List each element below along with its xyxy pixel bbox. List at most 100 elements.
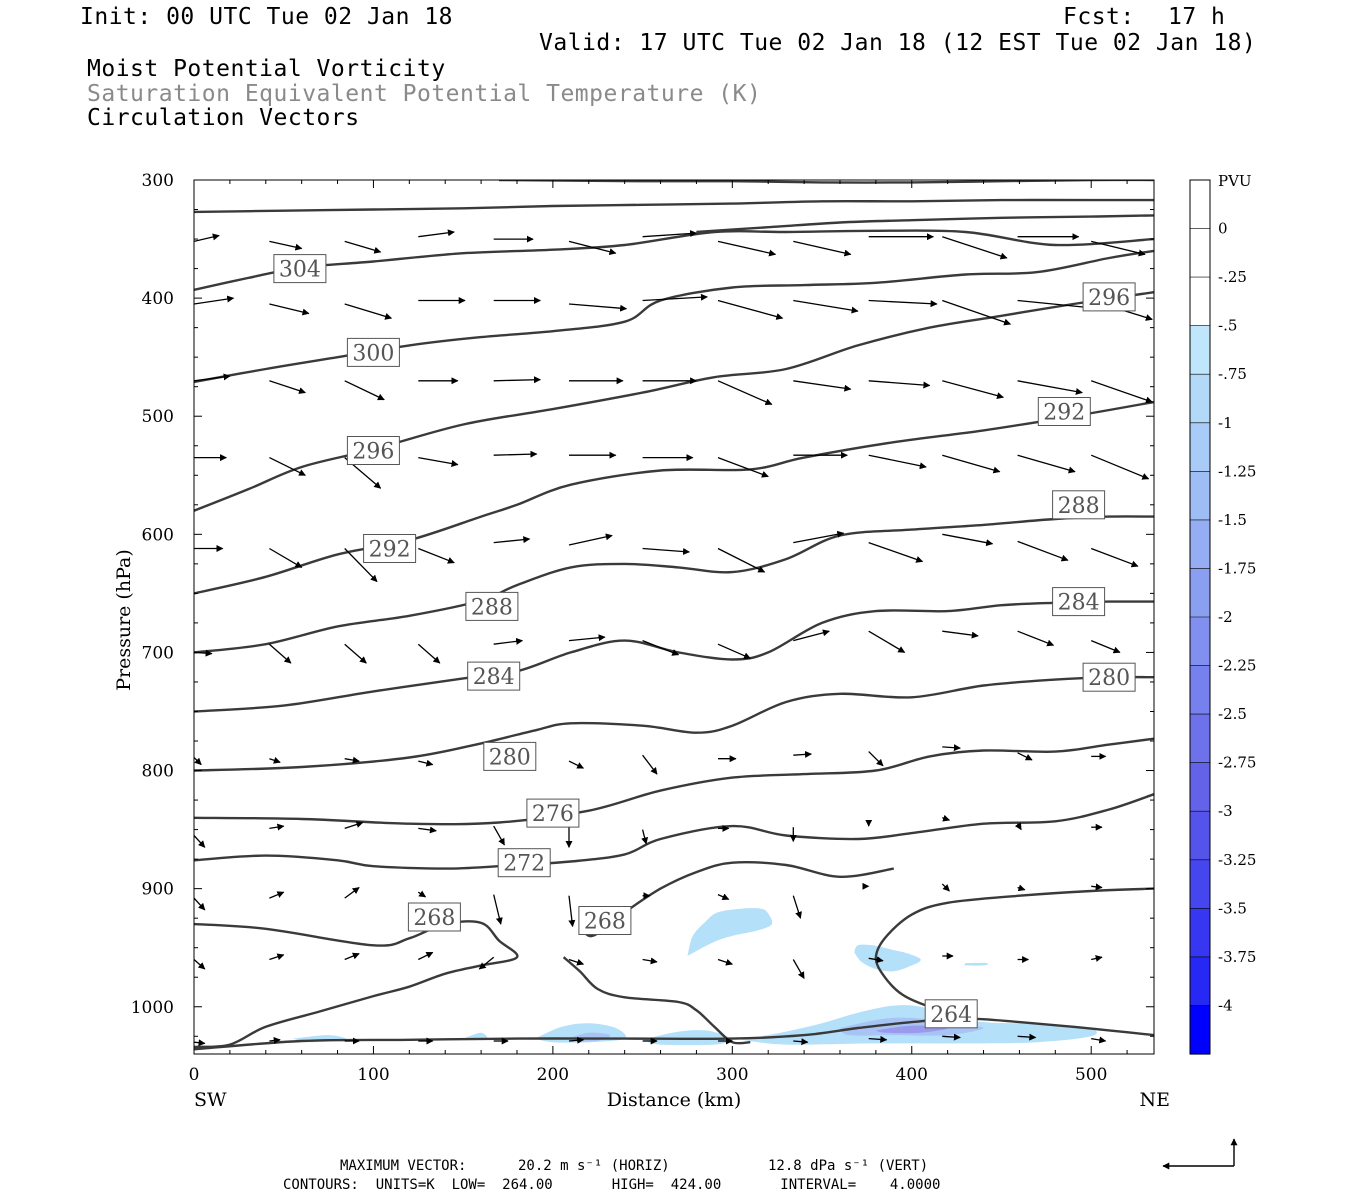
circulation-vector: [493, 825, 505, 846]
circulation-vector: [194, 897, 206, 911]
y-axis-label: Pressure (hPa): [113, 549, 135, 691]
colorbar-swatch: [1190, 859, 1210, 909]
circulation-vector: [269, 756, 281, 764]
contour-line-280: [194, 675, 1154, 772]
circulation-vector: [269, 823, 285, 831]
mpv-region: [854, 944, 921, 972]
circulation-vector: [1017, 540, 1069, 562]
circulation-vector: [1017, 1033, 1037, 1041]
colorbar-tick-label: -.5: [1218, 317, 1237, 335]
circulation-vector: [1091, 955, 1103, 962]
y-tick-label: 300: [142, 171, 174, 191]
circulation-vector: [642, 639, 680, 656]
circulation-vector: [344, 821, 364, 830]
circulation-vector: [1091, 1036, 1107, 1044]
y-tick-label: 600: [142, 525, 174, 545]
contour-labels: 304 300 296 292 288 284 280 276 272 268 268 264 296 2…: [273, 254, 1136, 1029]
contour-label-box: [1037, 397, 1091, 426]
contour-line-288: [194, 515, 1154, 654]
circulation-vector: [642, 293, 708, 302]
circulation-vector: [1090, 380, 1153, 404]
forecast-hour-label: Fcst:: [1063, 4, 1135, 30]
contour-label-text: 292: [1043, 401, 1085, 426]
contour-label: 284: [467, 661, 521, 691]
mpv-region: [687, 908, 773, 956]
contour-label-text: 300: [352, 341, 394, 366]
contour-label-box: [273, 254, 327, 284]
y-tick-label: 400: [142, 289, 174, 309]
contour-line-316: [696, 214, 1154, 234]
contour-label-box: [1082, 282, 1136, 312]
circulation-vector: [194, 373, 231, 382]
colorbar-swatch: [1190, 519, 1210, 570]
contour-line-264: [194, 1017, 1154, 1051]
circulation-vector: [868, 751, 884, 767]
contour-label-box: [924, 999, 978, 1029]
circulation-vector: [194, 835, 206, 848]
circulation-vector: [418, 951, 434, 961]
init-time: Init: 00 UTC Tue 02 Jan 18: [80, 4, 454, 30]
contour-label: 292: [363, 534, 417, 563]
circulation-vector: [418, 759, 434, 767]
circulation-vector: [269, 457, 306, 476]
circulation-vector: [344, 886, 360, 899]
y-tick-label: 700: [142, 643, 174, 663]
circulation-vector: [868, 380, 931, 389]
circulation-vector: [417, 890, 427, 898]
x-tick-label: 500: [1075, 1065, 1107, 1085]
plot-frame: [193, 179, 1155, 1055]
contour-label-box: [483, 741, 537, 771]
contour-label: 284: [1052, 587, 1106, 617]
contour-label-text: 268: [413, 906, 455, 931]
colorbar-tick-label: -4: [1218, 996, 1233, 1014]
circulation-vectors: [194, 229, 1153, 1047]
colorbar-tick-label: -1.75: [1218, 559, 1256, 577]
circulation-vector: [642, 957, 658, 965]
circulation-vector: [1090, 454, 1150, 480]
colorbar-swatch: [1190, 180, 1210, 230]
forecast-hour-value: 17 h: [1168, 4, 1226, 30]
max-vector-label: MAXIMUM VECTOR:: [340, 1158, 467, 1174]
contour-line-276: [194, 737, 1154, 826]
circulation-vector: [717, 299, 784, 320]
field-title-theta-es: Saturation Equivalent Potential Temperat…: [87, 81, 762, 107]
x-tick-label: 400: [896, 1065, 928, 1085]
circulation-vector: [1091, 240, 1146, 257]
circulation-vector: [942, 1033, 961, 1041]
circulation-vector: [942, 299, 1012, 326]
x-tick-label: 200: [537, 1065, 569, 1085]
circulation-vector: [269, 1037, 281, 1044]
circulation-vector: [642, 754, 658, 775]
contour-label-box: [497, 848, 551, 878]
circulation-vector: [793, 629, 830, 642]
circulation-vector: [344, 548, 378, 583]
colorbar-swatch: [1190, 714, 1210, 764]
circulation-vector: [417, 643, 441, 664]
contour-label-text: 292: [369, 538, 411, 563]
circulation-vector: [792, 959, 805, 980]
circulation-vector: [792, 895, 802, 919]
circulation-vector: [793, 1038, 809, 1046]
contour-label-text: 276: [532, 802, 574, 827]
circulation-vector: [868, 454, 927, 470]
contour-line-300: [194, 249, 1154, 384]
contour-label-text: 288: [1058, 494, 1100, 519]
circulation-vector: [868, 1035, 888, 1043]
contour-info: CONTOURS: UNITS=K LOW= 264.00 HIGH= 424.…: [283, 1177, 941, 1193]
contour-label-box: [346, 436, 400, 465]
contour-line-324: [194, 198, 1154, 214]
circulation-vector: [868, 541, 924, 563]
field-title-vectors: Circulation Vectors: [87, 105, 360, 131]
pv-colorbar: 0 -.25 -.5 -.75 -1 -1.25 -1.5 -1.75 -2 -2.25 -2.5 -…: [1189, 179, 1256, 1055]
y-tick-label: 800: [142, 762, 174, 782]
circulation-vector: [418, 229, 455, 238]
mpv-region: [964, 962, 989, 966]
colorbar-swatch: [1190, 228, 1210, 278]
circulation-vector: [418, 826, 437, 834]
colorbar-swatch: [1190, 908, 1210, 958]
circulation-vector: [493, 536, 531, 544]
contour-line-292: [194, 400, 1154, 595]
colorbar-swatch: [1190, 471, 1210, 521]
circulation-vector: [1017, 884, 1026, 892]
